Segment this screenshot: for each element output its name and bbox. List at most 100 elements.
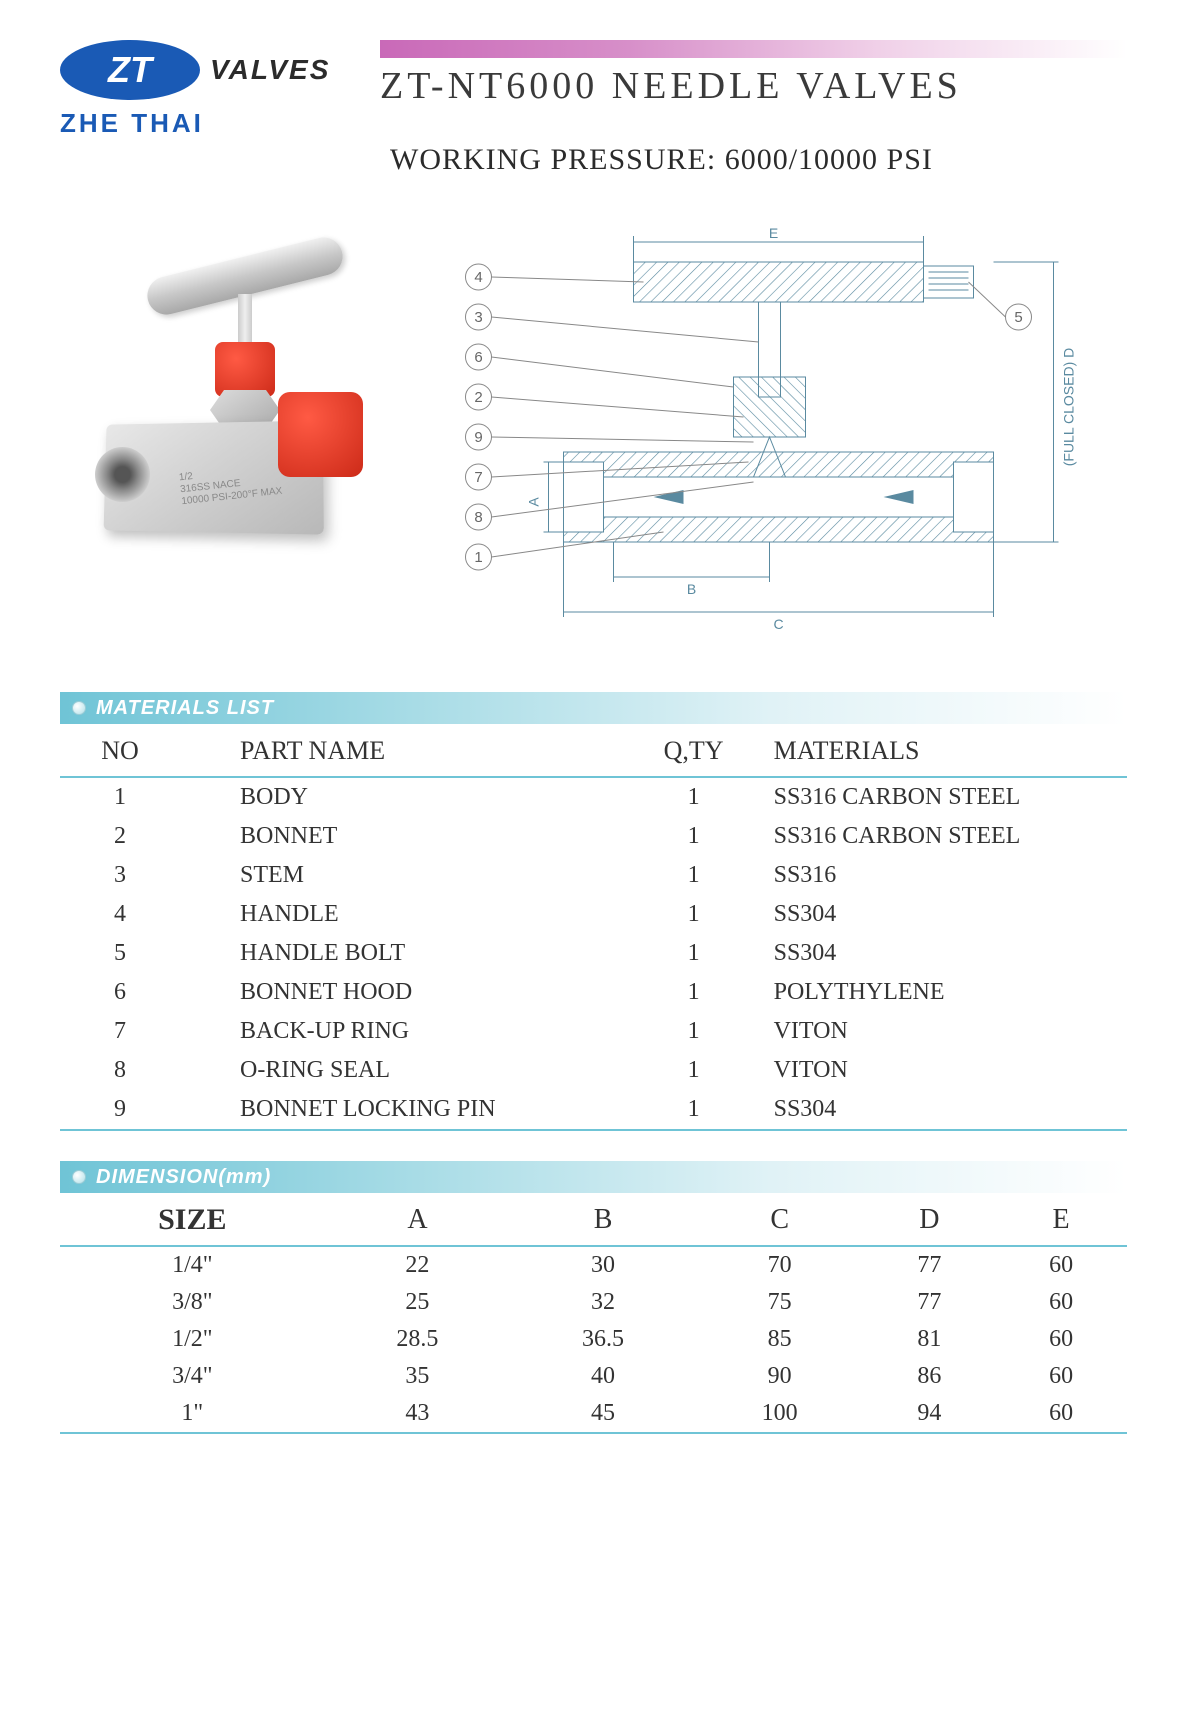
table-cell: SS304 (764, 895, 1127, 934)
table-cell: SS316 CARBON STEEL (764, 817, 1127, 856)
table-cell: BACK-UP RING (180, 1012, 624, 1051)
dim-label-b: B (687, 581, 696, 597)
dim-label-c: C (773, 616, 783, 632)
table-cell: 32 (510, 1284, 696, 1321)
dim-label-d: (FULL CLOSED) D (1061, 348, 1077, 467)
valve-bonnet-cap (215, 342, 275, 397)
dimension-col-header: C (696, 1193, 864, 1246)
table-row: 3/8"2532757760 (60, 1284, 1127, 1321)
table-cell: VITON (764, 1012, 1127, 1051)
table-cell: 1 (624, 856, 764, 895)
logo-mark-text: ZT (108, 49, 152, 91)
svg-text:8: 8 (474, 509, 482, 526)
product-photo: 1/2 316SS NACE 10000 PSI-200°F MAX (60, 222, 360, 592)
table-cell: 1 (624, 934, 764, 973)
table-cell: HANDLE (180, 895, 624, 934)
svg-text:3: 3 (474, 309, 482, 326)
table-cell: HANDLE BOLT (180, 934, 624, 973)
subtitle: WORKING PRESSURE: 6000/10000 PSI (390, 143, 1127, 177)
table-row: 1/2"28.536.5858160 (60, 1321, 1127, 1358)
logo-word: VALVES (210, 54, 330, 86)
table-cell: 1 (624, 817, 764, 856)
table-row: 1"43451009460 (60, 1395, 1127, 1433)
materials-col-header: PART NAME (180, 724, 624, 777)
table-cell: 90 (696, 1358, 864, 1395)
table-cell: 81 (864, 1321, 996, 1358)
table-cell: 60 (995, 1395, 1127, 1433)
svg-text:5: 5 (1014, 309, 1022, 326)
callout-9: 9 (466, 424, 754, 450)
logo-mark: ZT (60, 40, 200, 100)
table-cell: 3/8" (60, 1284, 325, 1321)
callout-2: 2 (466, 384, 744, 417)
title-gradient-bar (380, 40, 1127, 58)
table-row: 3STEM1SS316 (60, 856, 1127, 895)
table-row: 5HANDLE BOLT1SS304 (60, 934, 1127, 973)
valve-stem (238, 294, 252, 349)
table-cell: 6 (60, 973, 180, 1012)
table-cell: 45 (510, 1395, 696, 1433)
table-row: 4HANDLE1SS304 (60, 895, 1127, 934)
svg-text:7: 7 (474, 469, 482, 486)
table-cell: 1 (624, 973, 764, 1012)
table-cell: 86 (864, 1358, 996, 1395)
table-cell: 3 (60, 856, 180, 895)
callout-3: 3 (466, 304, 759, 342)
table-cell: SS316 (764, 856, 1127, 895)
table-cell: 43 (325, 1395, 511, 1433)
callout-5: 5 (969, 282, 1032, 330)
dim-label-a: A (526, 497, 542, 507)
table-cell: 1 (624, 1051, 764, 1090)
table-cell: 75 (696, 1284, 864, 1321)
product-title: ZT-NT6000 NEEDLE VALVES (380, 64, 1127, 108)
table-cell: 40 (510, 1358, 696, 1395)
valve-side-cap (278, 392, 363, 477)
table-cell: 94 (864, 1395, 996, 1433)
materials-col-header: NO (60, 724, 180, 777)
technical-diagram: E B C A (FULL CLOSED) D 4 3 6 2 (400, 222, 1127, 642)
table-cell: 1/2" (60, 1321, 325, 1358)
table-cell: BONNET HOOD (180, 973, 624, 1012)
materials-col-header: MATERIALS (764, 724, 1127, 777)
dimension-col-header: B (510, 1193, 696, 1246)
bullet-icon (72, 1170, 86, 1184)
table-cell: VITON (764, 1051, 1127, 1090)
table-cell: SS304 (764, 1090, 1127, 1130)
table-cell: 30 (510, 1246, 696, 1284)
table-cell: 77 (864, 1246, 996, 1284)
table-cell: 25 (325, 1284, 511, 1321)
materials-table: NOPART NAMEQ,TYMATERIALS 1BODY1SS316 CAR… (60, 724, 1127, 1131)
table-cell: 4 (60, 895, 180, 934)
table-cell: 8 (60, 1051, 180, 1090)
table-cell: 5 (60, 934, 180, 973)
dimension-col-header: D (864, 1193, 996, 1246)
table-cell: 1" (60, 1395, 325, 1433)
materials-header-text: MATERIALS LIST (96, 697, 274, 720)
dimension-col-header: E (995, 1193, 1127, 1246)
table-cell: 35 (325, 1358, 511, 1395)
table-row: 8O-RING SEAL1VITON (60, 1051, 1127, 1090)
table-cell: 77 (864, 1284, 996, 1321)
table-cell: 9 (60, 1090, 180, 1130)
table-cell: 1 (60, 777, 180, 817)
svg-text:9: 9 (474, 429, 482, 446)
svg-text:2: 2 (474, 389, 482, 406)
table-cell: 2 (60, 817, 180, 856)
svg-text:1: 1 (474, 549, 482, 566)
table-cell: 60 (995, 1321, 1127, 1358)
table-cell: 7 (60, 1012, 180, 1051)
svg-text:4: 4 (474, 269, 482, 286)
dimension-table: SIZEABCDE 1/4"22307077603/8"25327577601/… (60, 1193, 1127, 1434)
dimension-section-header: DIMENSION(mm) (60, 1161, 1127, 1193)
bullet-icon (72, 701, 86, 715)
svg-text:6: 6 (474, 349, 482, 366)
table-cell: BONNET LOCKING PIN (180, 1090, 624, 1130)
table-row: 9BONNET LOCKING PIN1SS304 (60, 1090, 1127, 1130)
table-cell: 1 (624, 895, 764, 934)
table-cell: 1 (624, 777, 764, 817)
table-cell: 60 (995, 1246, 1127, 1284)
table-cell: 3/4" (60, 1358, 325, 1395)
table-cell: BODY (180, 777, 624, 817)
dimension-col-header: SIZE (60, 1193, 325, 1246)
table-cell: O-RING SEAL (180, 1051, 624, 1090)
